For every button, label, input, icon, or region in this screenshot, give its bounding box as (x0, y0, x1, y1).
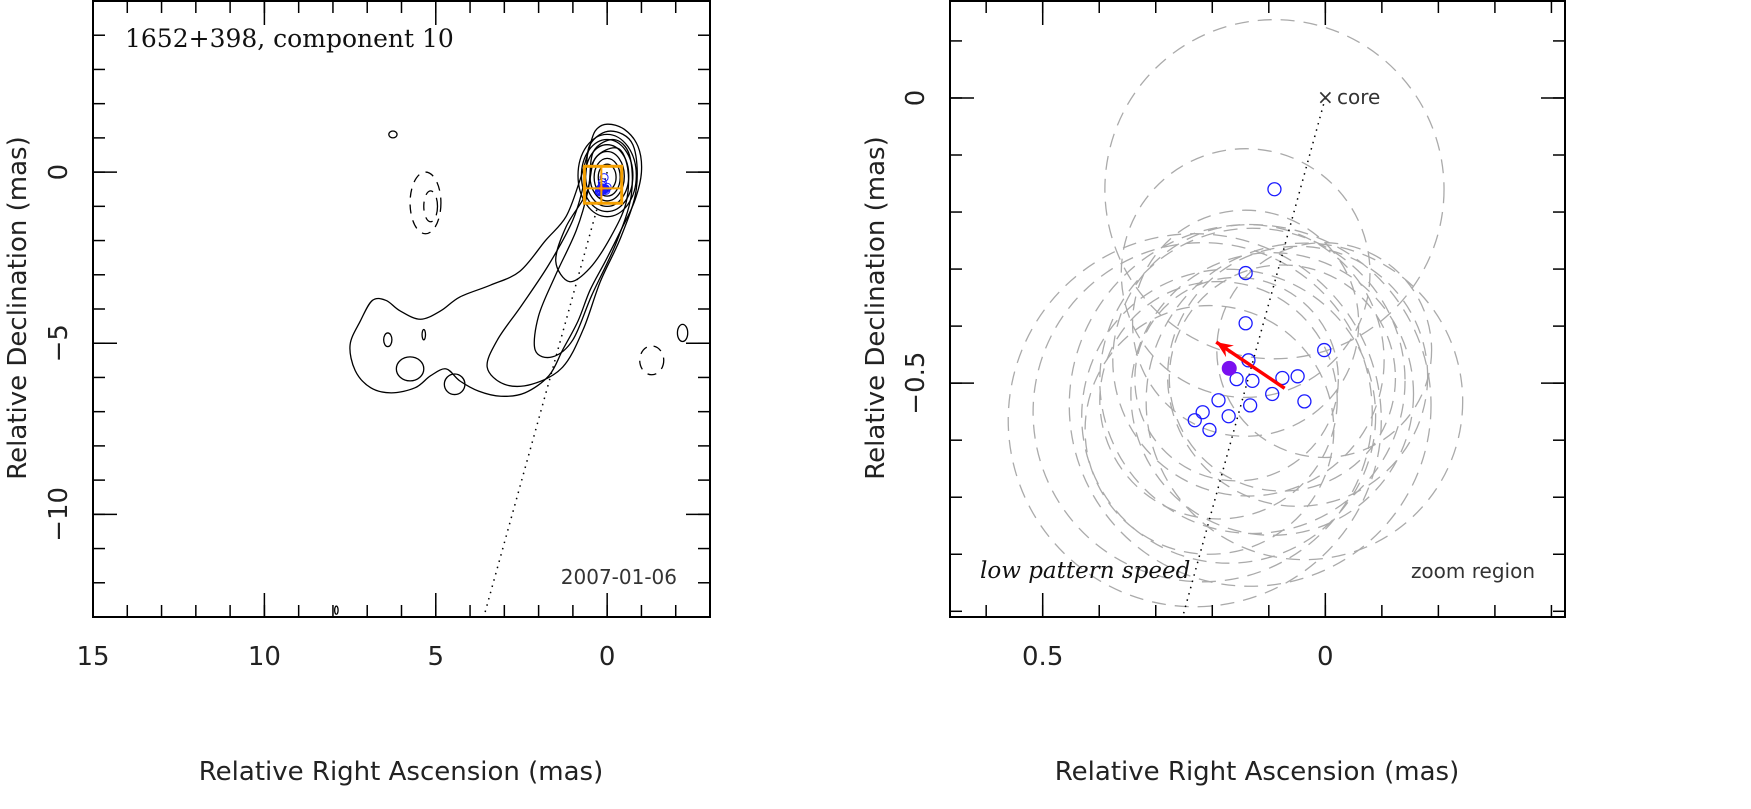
x-tick-label: 0 (599, 642, 616, 672)
x-tick-label: 0.5 (1022, 642, 1063, 672)
contour-positive (349, 123, 643, 397)
x-tick-label: 15 (76, 642, 109, 672)
map-content (334, 123, 689, 617)
contour-positive (580, 138, 634, 213)
plot-frame (92, 0, 711, 618)
velocity-arrow (1215, 340, 1286, 390)
left-x-axis-label: Relative Right Ascension (mas) (199, 757, 603, 787)
component-size-circle (1134, 276, 1339, 482)
component-position (1297, 394, 1312, 409)
velocity-arrowhead (1216, 342, 1234, 358)
y-tick-label: 0 (44, 164, 74, 181)
contour-positive (388, 130, 398, 139)
jet-direction-line (483, 171, 608, 617)
contour-negative (639, 345, 665, 376)
contour-positive (597, 163, 617, 191)
component-position (1317, 342, 1332, 358)
component-size-circle (1145, 242, 1464, 561)
contour-positive (555, 147, 630, 283)
epoch-date: 2007-01-06 (561, 565, 677, 589)
component-position (1290, 369, 1305, 384)
x-tick-label: 5 (428, 642, 445, 672)
jet-direction-line (1181, 97, 1327, 617)
component-size-circle (1130, 252, 1415, 536)
component-position (1202, 422, 1217, 438)
contour-positive (577, 133, 637, 218)
right-x-axis-label: Relative Right Ascension (mas) (1055, 757, 1459, 787)
contour-negative (409, 171, 442, 235)
component-size-circle (1084, 304, 1335, 555)
contour-positive (383, 332, 393, 348)
contour-positive (334, 605, 339, 615)
component-size-circle (1032, 242, 1373, 583)
contour-positive (676, 323, 689, 343)
y-tick-label: −10 (44, 487, 74, 542)
component-size-circle (1168, 264, 1397, 492)
component-size-circle (1068, 223, 1432, 587)
contour-positive (421, 328, 427, 341)
component-size-circle (1166, 245, 1429, 507)
zoom-region-box (582, 164, 624, 205)
contour-positive (443, 373, 466, 396)
component-position (1238, 316, 1253, 331)
component-position (1245, 373, 1260, 389)
component-size-circle (1131, 209, 1360, 437)
core-label: core (1337, 85, 1380, 109)
component-position (1229, 372, 1244, 387)
component-position (1187, 413, 1202, 428)
contour-negative (423, 190, 439, 223)
component-position (1265, 386, 1280, 402)
component-size-circle (1104, 18, 1445, 360)
y-tick-label: −5 (44, 324, 74, 362)
component-position (1243, 398, 1258, 413)
component-position (1195, 405, 1210, 420)
left-y-axis-label: Relative Declination (mas) (3, 136, 33, 479)
mean-position (1221, 360, 1237, 376)
left-panel-map: 15 10 5 0 0 −5 −10 (44, 0, 711, 672)
x-tick-label: 10 (248, 642, 281, 672)
core-marker: × (1317, 85, 1334, 109)
component-size-circle (1099, 280, 1338, 520)
component-size-circle (1216, 242, 1433, 459)
right-y-axis-label: Relative Declination (mas) (861, 136, 891, 479)
component-position (1238, 265, 1253, 281)
right-panel-zoom: 0.5 0 0 −0.5 (901, 0, 1566, 672)
plot-frame (949, 0, 1566, 618)
y-tick-label: −0.5 (901, 352, 931, 415)
left-panel-title: 1652+398, component 10 (125, 24, 454, 53)
component-size-circle (1007, 233, 1382, 608)
component-position (1267, 182, 1282, 197)
contour-positive (589, 150, 625, 202)
annotation-zoom-region: zoom region (1411, 559, 1535, 583)
component-position (1211, 393, 1226, 408)
component-size-circle (1120, 148, 1371, 399)
component-size-circle (1081, 268, 1377, 564)
component-position (1275, 370, 1290, 386)
annotation-low-pattern-speed: low pattern speed (980, 558, 1190, 584)
y-tick-label: 0 (901, 90, 931, 107)
x-tick-label: 0 (1317, 642, 1334, 672)
zoom-content (1007, 18, 1464, 617)
component-position (1221, 409, 1236, 424)
contour-positive (395, 356, 425, 382)
